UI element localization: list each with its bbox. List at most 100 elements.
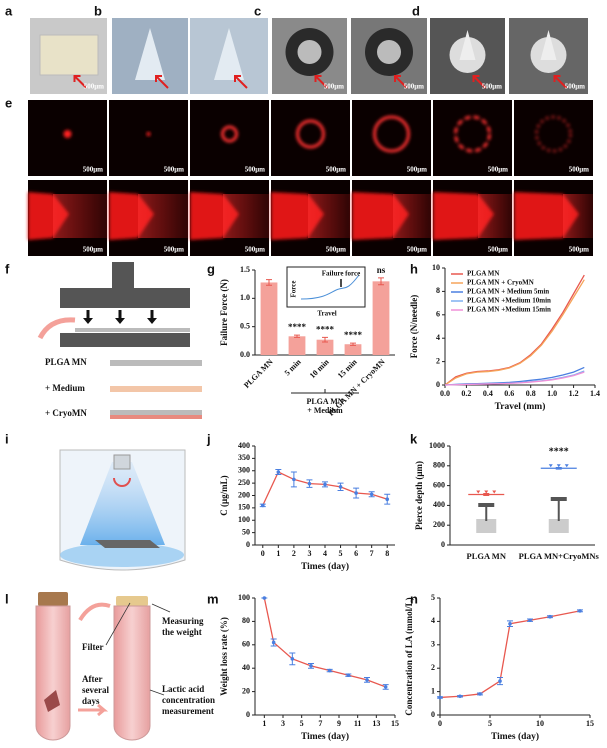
needle: [214, 28, 244, 80]
x-tick-label: 5: [300, 719, 304, 728]
y-tick-label: 1.0: [240, 293, 250, 302]
error-bar: [322, 336, 328, 343]
x-tick-label: 10: [536, 719, 544, 728]
data-point: [323, 482, 327, 487]
series-line: [263, 597, 386, 688]
diagram-label: After several days: [82, 674, 109, 706]
x-tick-label: 1: [262, 719, 266, 728]
data-point: [458, 694, 462, 699]
panel-label: d: [412, 3, 420, 18]
fluorescence-glow: [53, 194, 107, 238]
data-point: [307, 481, 312, 486]
needle-icon: [550, 497, 567, 501]
x-tick-label: 10 min: [308, 357, 331, 380]
replicate-marker: [476, 490, 481, 494]
y-tick-label: 0.5: [240, 321, 250, 330]
y-axis-label: Failure Force (N): [219, 279, 229, 346]
legend-label: PLGA MN: [467, 270, 499, 278]
data-point: [548, 614, 552, 619]
y-tick-label: 5: [431, 593, 435, 602]
data-point: [292, 477, 296, 482]
x-tick-label: PLGA MN: [467, 551, 507, 561]
replicate-marker: [548, 464, 553, 468]
panel-label: c: [254, 3, 261, 18]
diagram-i: [59, 449, 186, 571]
data-point: [338, 485, 343, 489]
y-tick-label: 50: [242, 527, 250, 536]
pointer-arrow: [394, 75, 408, 89]
legend-label: PLGA MN + CryoMN: [467, 279, 534, 287]
legend-label: PLGA MN +Medium 10min: [467, 297, 551, 305]
scale-label: 500μm: [569, 166, 589, 174]
scale-label: 500μm: [83, 166, 103, 174]
panel-label: g: [207, 261, 215, 276]
series-line: [444, 279, 585, 386]
x-tick-label: 0.0: [440, 389, 450, 398]
y-tick-label: 0: [441, 540, 445, 549]
data-point: [260, 503, 265, 508]
pointer-arrow: [234, 75, 248, 89]
x-tick-label: 15: [391, 719, 399, 728]
scale-label: 500μm: [84, 83, 104, 91]
bar: [316, 339, 334, 355]
panel-label: e: [5, 95, 12, 110]
y-tick-label: 0: [436, 380, 440, 389]
scale-label: 500μm: [164, 166, 184, 174]
annotation: ****: [344, 330, 363, 340]
y-axis-label: Pierce depth (μm): [414, 461, 424, 530]
x-tick-label: 15: [586, 719, 594, 728]
y-tick-label: 8: [436, 286, 440, 295]
y-tick-label: 20: [242, 686, 250, 695]
diagram-label: + Medium: [45, 383, 85, 393]
error-bar: [294, 334, 300, 338]
scale-label: 500μm: [488, 166, 508, 174]
y-tick-label: 1000: [429, 441, 445, 450]
replicate-marker: [556, 464, 561, 468]
diagram-label: Lactic acid concentration measurement: [162, 684, 215, 716]
error-bar: [378, 277, 384, 286]
data-point: [385, 497, 390, 502]
needle-core: [297, 40, 322, 64]
fluorescence-glow: [138, 194, 188, 238]
x-tick-label: 1.0: [547, 389, 557, 398]
scale-label: 500μm: [482, 83, 502, 91]
data-point: [354, 491, 358, 495]
replicate-marker: [564, 464, 569, 468]
pointer-arrow: [553, 75, 568, 89]
x-axis-label: Times (day): [301, 561, 349, 572]
x-tick-label: 15 min: [336, 357, 359, 380]
y-axis-label: Concentration of LA (mmol/L): [404, 597, 414, 715]
needle-icon: [478, 503, 495, 507]
error-bar: [350, 342, 356, 346]
x-tick-label: 4: [323, 549, 327, 558]
y-tick-label: 3: [431, 640, 435, 649]
data-point: [309, 664, 313, 668]
scale-label: 500μm: [83, 246, 103, 254]
y-tick-label: 4: [431, 616, 435, 625]
inset-title: Failure force: [322, 270, 360, 278]
y-tick-label: 80: [242, 616, 250, 625]
diagram-label: Measuring the weight: [162, 616, 204, 637]
panel-label: a: [5, 3, 13, 18]
data-point: [262, 596, 267, 600]
annotation: ****: [316, 324, 335, 334]
data-point: [438, 695, 442, 700]
fluorescence-image: [433, 100, 512, 176]
diagram-f: [37, 262, 202, 419]
y-tick-label: 800: [433, 461, 445, 470]
scale-label: 500μm: [326, 246, 346, 254]
y-tick-label: 0: [246, 710, 250, 719]
pointer-arrow: [155, 75, 169, 89]
series-line: [439, 610, 581, 699]
scale-label: 500μm: [324, 83, 344, 91]
scale-label: 500μm: [407, 246, 427, 254]
annotation: ****: [288, 322, 307, 332]
y-tick-label: 200: [433, 520, 445, 529]
scale-label: 500μm: [565, 83, 585, 91]
bar: [372, 281, 390, 355]
y-tick-label: 60: [242, 640, 250, 649]
x-tick-label: 0.6: [504, 389, 514, 398]
fluorescence-image: [109, 100, 188, 176]
y-tick-label: 350: [238, 453, 250, 462]
bar: [288, 336, 306, 355]
